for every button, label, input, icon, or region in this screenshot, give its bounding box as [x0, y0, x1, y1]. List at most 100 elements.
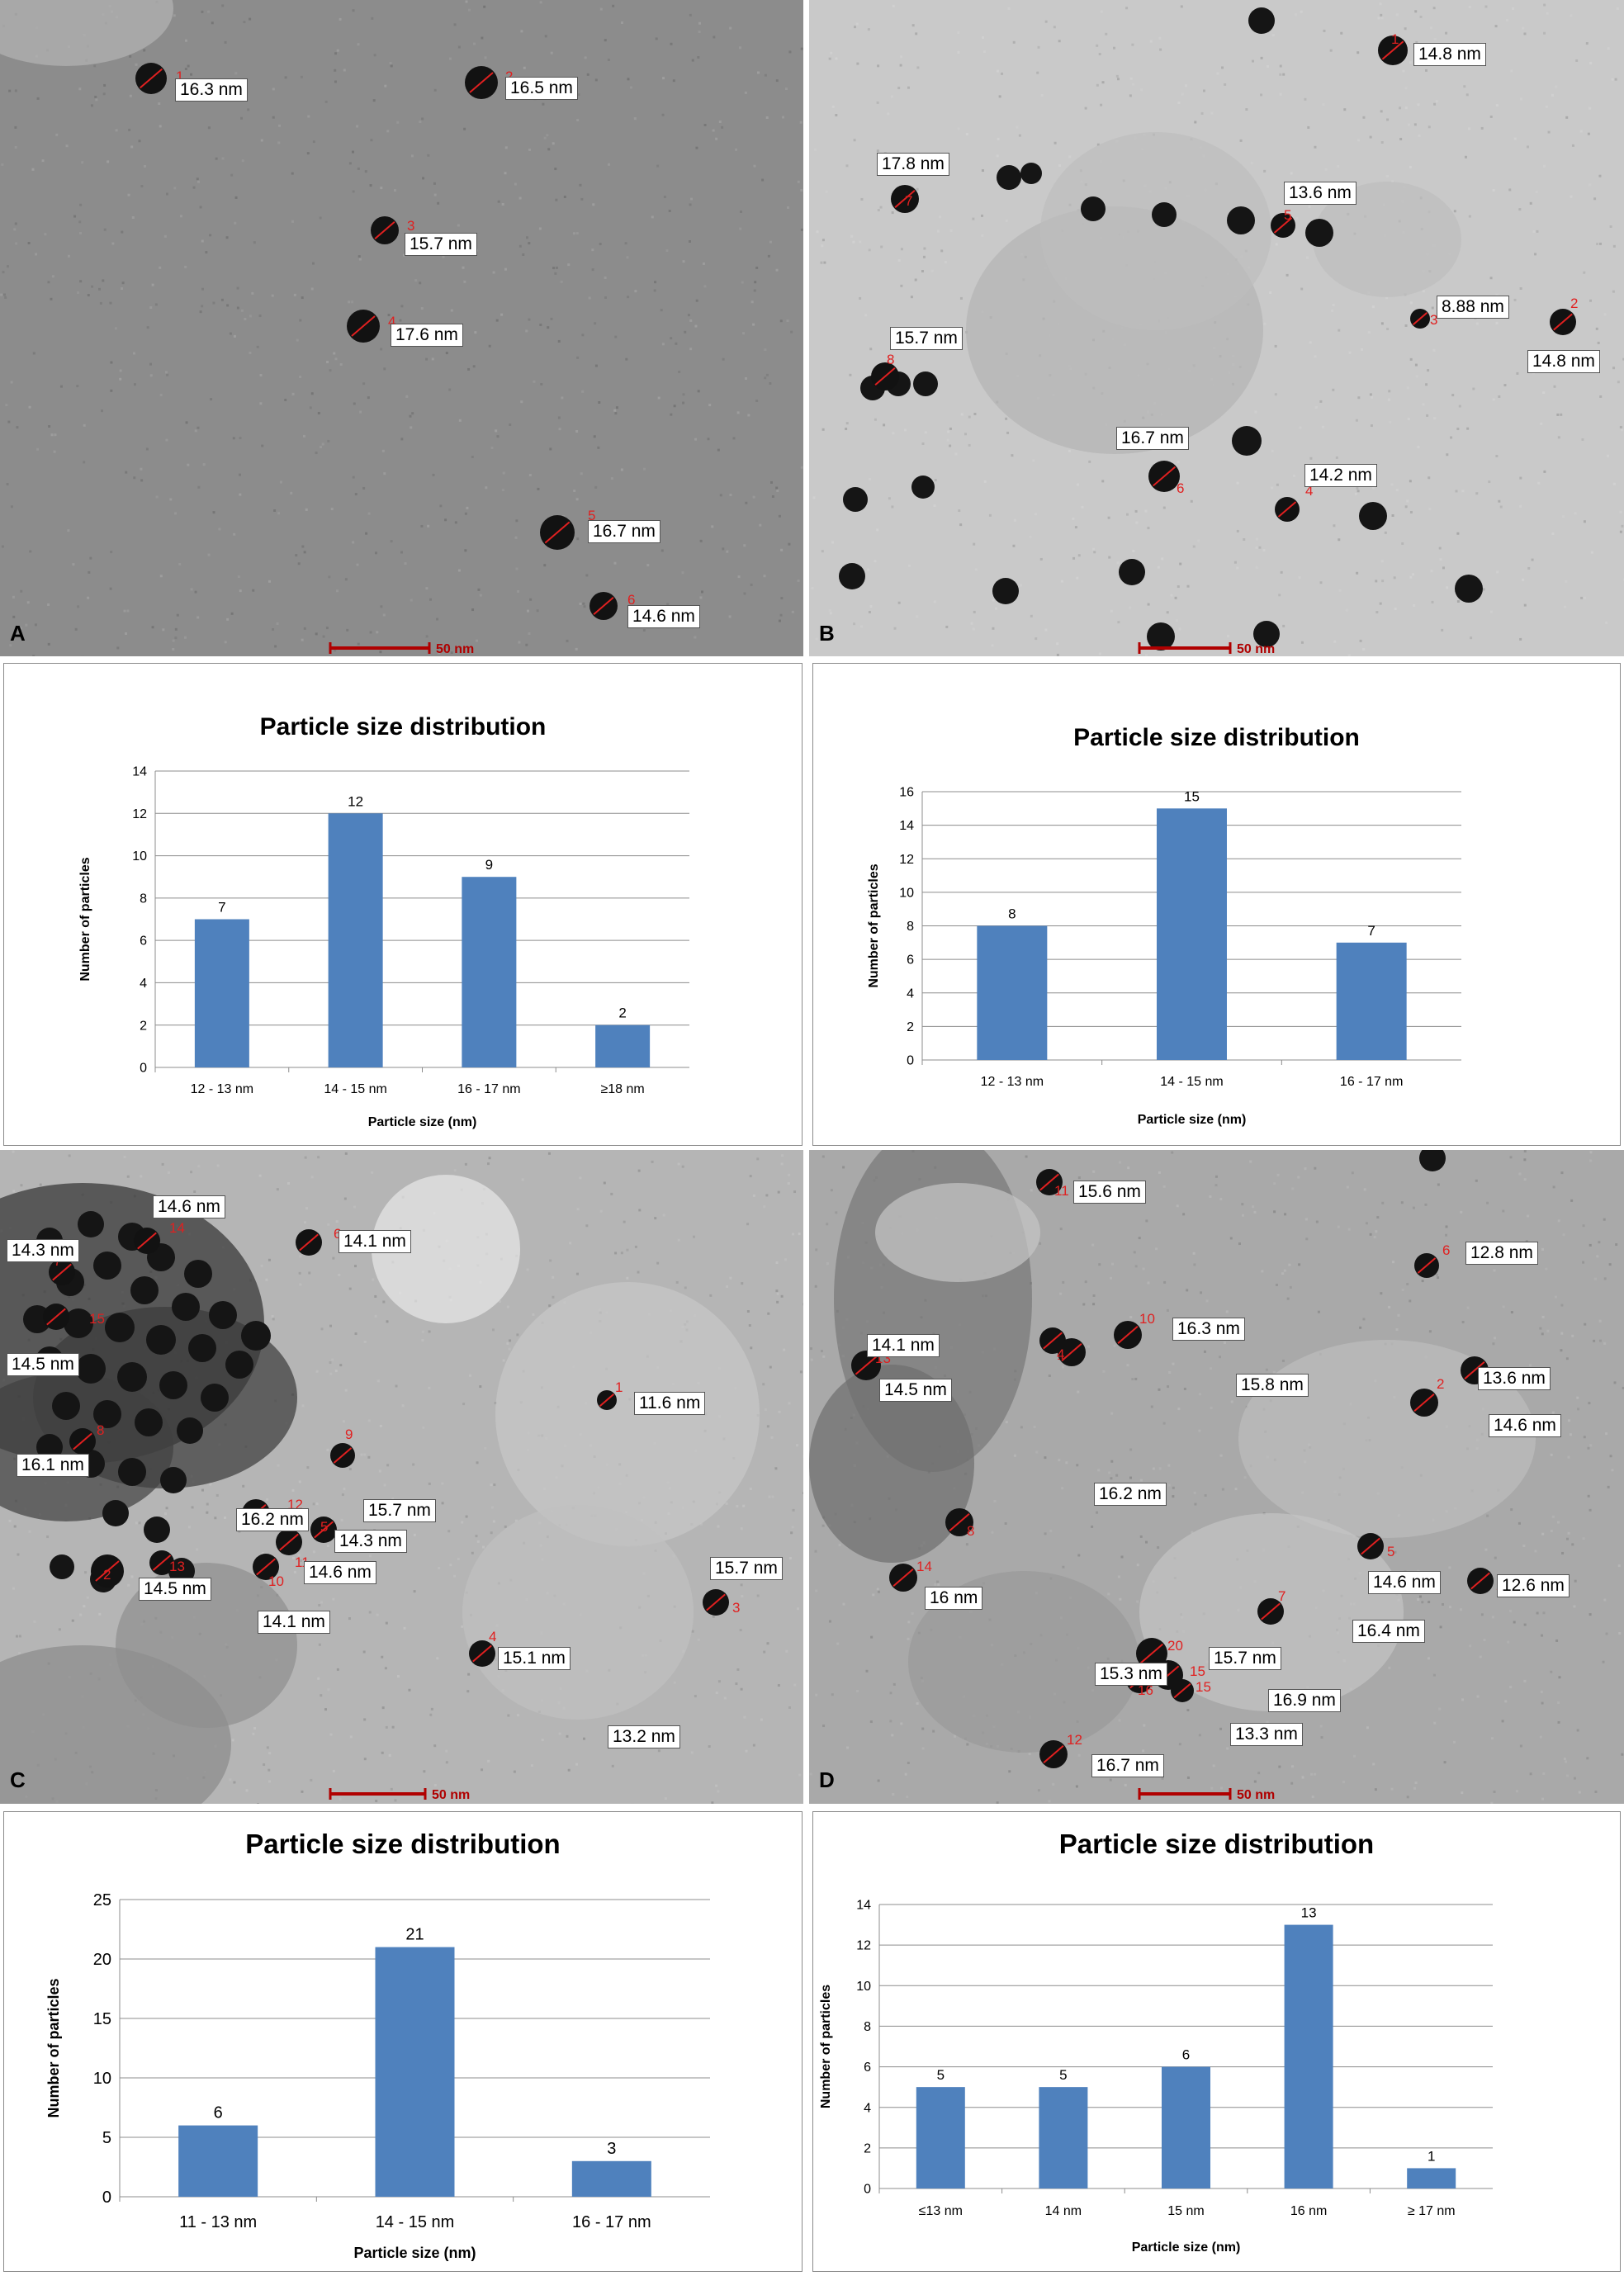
nanoparticle	[118, 1458, 146, 1486]
size-label: 14.5 nm	[139, 1578, 211, 1601]
measurement-line	[333, 1447, 353, 1464]
measurement-line	[469, 72, 494, 93]
bar	[977, 925, 1048, 1060]
size-label: 16.7 nm	[1116, 427, 1189, 450]
data-label: 15	[1184, 788, 1200, 804]
measurement-line	[46, 1308, 66, 1326]
tem-image-a: 1 2 3 4 5 6 50 nm	[0, 0, 803, 656]
measurement-line	[140, 68, 163, 89]
size-label: 14.1 nm	[867, 1334, 940, 1357]
y-tick-label: 8	[907, 920, 914, 934]
data-label: 7	[1367, 923, 1375, 939]
tem-region	[462, 1505, 694, 1720]
bar	[1336, 942, 1407, 1060]
nanoparticle	[1081, 196, 1106, 221]
y-axis-title: Number of particles	[867, 864, 881, 987]
measurement-line	[544, 521, 571, 544]
nanoparticle	[911, 476, 935, 499]
measurement-line	[472, 1644, 492, 1663]
data-label: 21	[405, 1926, 424, 1944]
nanoparticle	[201, 1384, 229, 1412]
data-label: 13	[1301, 1905, 1317, 1921]
measurement-line	[593, 597, 614, 615]
chart-title: Particle size distribution	[1073, 724, 1360, 751]
tem-region	[1238, 1340, 1536, 1538]
x-tick-label: 16 nm	[1290, 2204, 1327, 2218]
tem-region	[809, 1365, 974, 1563]
y-axis-title: Number of particles	[819, 1985, 833, 2108]
x-tick-label: 11 - 13 nm	[179, 2213, 257, 2231]
y-tick-label: 4	[140, 977, 147, 991]
size-label: 16.5 nm	[505, 77, 578, 100]
measurement-line	[1273, 217, 1293, 234]
y-tick-label: 8	[864, 2020, 871, 2034]
size-label: 16.7 nm	[588, 520, 660, 543]
particle-number: 6	[1442, 1242, 1450, 1258]
y-tick-label: 0	[864, 2183, 871, 2197]
panel-letter-c: C	[10, 1767, 26, 1792]
tem-panel-d: 116101413924814537201515161250 nm D 15.6…	[809, 1150, 1624, 1804]
particle-number: 6	[1177, 480, 1184, 496]
size-label: 16.1 nm	[17, 1454, 89, 1477]
measurement-line	[1381, 40, 1404, 60]
particle-number: 1	[1391, 31, 1399, 47]
bar-chart-svg: 0 2 4 6 8 10 12 14 7 12 - 13 nm 12 14 - 15 nm 9 16 - …	[78, 765, 689, 1129]
y-tick-label: 4	[864, 2101, 871, 2115]
y-tick-label: 15	[93, 2010, 111, 2028]
measurement-line	[73, 1432, 92, 1450]
histogram-chart-b: Particle size distribution 0 2 4 6 8 10 12 14 16…	[812, 663, 1621, 1146]
size-label: 16.2 nm	[236, 1508, 309, 1531]
x-tick-label: 12 - 13 nm	[981, 1075, 1044, 1089]
measurement-line	[314, 1521, 334, 1539]
size-label: 15.7 nm	[890, 327, 963, 350]
size-label: 13.3 nm	[1230, 1723, 1303, 1746]
nanoparticle	[913, 371, 938, 396]
measurement-line	[1464, 1361, 1485, 1379]
measurement-line	[1417, 1257, 1437, 1274]
size-label: 15.7 nm	[363, 1499, 436, 1522]
chart-title: Particle size distribution	[245, 1829, 561, 1859]
nanoparticle	[105, 1313, 135, 1342]
x-tick-label: 14 nm	[1045, 2204, 1082, 2218]
size-label: 14.1 nm	[339, 1230, 411, 1253]
data-label: 1	[1428, 2148, 1435, 2164]
size-label: 16.3 nm	[175, 78, 248, 102]
measurement-line	[1470, 1572, 1490, 1590]
panel-letter-a: A	[10, 621, 26, 646]
nanoparticle	[839, 563, 865, 589]
particle-number: 11	[1054, 1183, 1069, 1199]
nanoparticle	[209, 1301, 237, 1329]
y-tick-label: 14	[856, 1899, 871, 1913]
nanoparticle	[1119, 559, 1145, 585]
nanoparticle	[144, 1517, 170, 1543]
measurement-line	[52, 1263, 72, 1281]
nanoparticle	[93, 1400, 121, 1428]
x-tick-label: 12 - 13 nm	[191, 1082, 253, 1096]
data-label: 5	[937, 2067, 945, 2083]
tem-region	[116, 1563, 297, 1728]
nanoparticle	[50, 1554, 74, 1579]
size-label: 14.6 nm	[627, 605, 700, 628]
measurement-line	[95, 1560, 120, 1582]
particle-number: 7	[905, 193, 912, 209]
measurement-line	[1412, 312, 1428, 325]
particle-number: 6	[334, 1226, 341, 1242]
nanoparticle	[159, 1371, 187, 1399]
size-label: 17.6 nm	[391, 324, 463, 347]
y-tick-label: 0	[140, 1062, 147, 1076]
data-label: 2	[618, 1006, 626, 1021]
measurement-line	[1153, 466, 1176, 487]
nanoparticle	[184, 1260, 212, 1288]
measurement-line	[855, 1356, 878, 1375]
nanoparticle	[1147, 622, 1175, 651]
tem-region	[908, 1571, 1139, 1753]
y-tick-label: 14	[899, 819, 914, 833]
x-tick-label: 16 - 17 nm	[572, 2213, 651, 2231]
nanoparticle	[1419, 1150, 1446, 1171]
tem-panel-c: 14671518912511131023450 nm C 14.6 nm14.1…	[0, 1150, 803, 1804]
x-tick-label: 16 - 17 nm	[457, 1082, 520, 1096]
measurement-line	[351, 315, 376, 337]
nanoparticle	[135, 1408, 163, 1436]
bar-chart-svg: 0 2 4 6 8 10 12 14 16 8 12 - 13 nm 15 14 - 15 nm 7 16 …	[867, 786, 1461, 1127]
nanoparticle	[130, 1276, 159, 1304]
